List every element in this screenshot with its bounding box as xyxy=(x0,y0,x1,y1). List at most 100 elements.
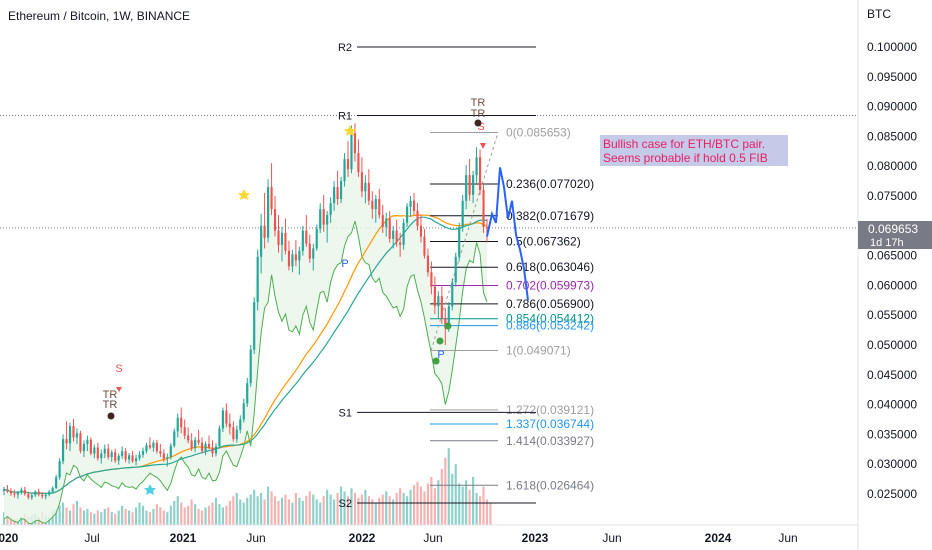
volume-bar xyxy=(61,502,65,525)
volume-bar xyxy=(221,507,224,525)
volume-bar xyxy=(6,515,9,525)
volume-bar xyxy=(336,493,339,525)
candle-body xyxy=(124,451,127,460)
candle-body xyxy=(16,492,19,495)
signal-dot xyxy=(444,322,452,330)
candle-body xyxy=(221,410,224,429)
candle-body xyxy=(155,442,158,452)
candle-body xyxy=(458,226,461,257)
signal-dot xyxy=(436,337,444,345)
volume-bar xyxy=(326,489,329,525)
volume-bar xyxy=(461,486,464,525)
candle-body xyxy=(273,209,277,231)
candle-body xyxy=(246,383,249,404)
candle-body xyxy=(346,159,350,170)
candle-body xyxy=(131,455,134,462)
signal-down-arrow xyxy=(116,387,122,392)
price-tick-label: 0.050000 xyxy=(867,338,917,352)
candle-body xyxy=(107,448,110,458)
candle-body xyxy=(204,443,207,452)
time-tick-label: Jun xyxy=(602,531,621,545)
signal-sell-label: S xyxy=(115,363,122,375)
fib-level-label: 0.702(0.059973) xyxy=(506,279,594,293)
candle-body xyxy=(48,491,51,495)
volume-bar xyxy=(454,464,457,525)
candle-body xyxy=(86,439,89,444)
star-icon xyxy=(238,189,250,200)
candle-body xyxy=(419,225,423,237)
volume-bar xyxy=(152,509,155,525)
candle-body xyxy=(454,256,457,283)
candle-body xyxy=(402,222,405,245)
candle-body xyxy=(79,433,82,452)
fib-level-label: 0.382(0.071679) xyxy=(506,209,594,223)
candle-body xyxy=(336,187,339,199)
candle-body xyxy=(51,488,54,492)
volume-bar xyxy=(72,504,75,525)
volume-bar xyxy=(194,504,197,525)
candle-body xyxy=(197,439,200,443)
volume-bar xyxy=(423,491,426,525)
candle-body xyxy=(20,489,23,493)
volume-bar xyxy=(246,497,249,525)
candle-body xyxy=(249,349,252,384)
candle-body xyxy=(75,433,79,438)
candle-body xyxy=(61,439,65,462)
candle-body xyxy=(305,230,308,244)
volume-bar xyxy=(141,505,145,525)
pivot-level-label: S2 xyxy=(339,498,352,510)
candle-body xyxy=(291,254,294,267)
time-axis[interactable]: 2020 Jul 2021 Jun 2022 Jun 2023 Jun 2024 Jun xyxy=(0,524,858,545)
fib-level-label: 0.5(0.067362) xyxy=(506,235,581,249)
pivot-level-label: R2 xyxy=(338,42,352,54)
candle-body xyxy=(96,447,99,459)
candle-body xyxy=(239,419,242,430)
fib-level-label: 1.414(0.033927) xyxy=(506,434,594,448)
candle-body xyxy=(232,427,235,440)
signal-dot xyxy=(432,357,440,365)
volume-bar xyxy=(183,507,186,525)
annotation-note[interactable]: Bullish case for ETH/BTC pair. Seems pro… xyxy=(600,135,788,166)
signal-dot xyxy=(107,412,115,420)
volume-bar xyxy=(155,504,158,525)
candle-body xyxy=(37,491,40,495)
volume-bar xyxy=(367,496,370,525)
price-axis[interactable]: 0.100000 0.095000 0.090000 0.085000 0.080000… xyxy=(857,0,917,550)
volume-bar xyxy=(308,491,311,525)
volume-bar xyxy=(55,509,58,525)
volume-bar xyxy=(68,510,72,525)
volume-bar xyxy=(242,502,245,525)
volume-bar xyxy=(253,489,256,525)
candle-body xyxy=(141,451,145,455)
signal-sell-label: S xyxy=(477,121,484,133)
volume-bar xyxy=(58,505,61,525)
volume-bar xyxy=(148,512,152,525)
candlesticks xyxy=(2,123,489,500)
volume-bar xyxy=(451,473,454,525)
volume-bar xyxy=(294,493,297,525)
candle-body xyxy=(65,439,68,444)
candle-body xyxy=(23,489,26,494)
candle-body xyxy=(211,447,214,454)
volume-bar xyxy=(114,513,117,525)
volume-bar xyxy=(159,507,162,525)
volume-bar xyxy=(82,510,85,525)
candle-body xyxy=(58,461,61,478)
candle-body xyxy=(93,447,96,454)
fib-level-label: 0.236(0.077020) xyxy=(506,177,594,191)
volume-bar xyxy=(75,501,79,525)
volume-bar xyxy=(319,502,322,525)
volume-bar xyxy=(360,494,363,525)
volume-bar xyxy=(128,510,131,525)
volume-bar xyxy=(339,486,343,525)
volume-bar xyxy=(260,493,263,525)
volume-bar xyxy=(218,504,221,525)
candle-body xyxy=(253,302,256,350)
candle-body xyxy=(395,230,398,243)
annotation-line-1: Bullish case for ETH/BTC pair. xyxy=(603,137,765,151)
volume-bar xyxy=(447,448,450,525)
volume-bar xyxy=(409,489,412,525)
signal-tr-label: TR xyxy=(471,97,486,109)
volume-bar xyxy=(343,491,346,525)
candle-body xyxy=(482,190,485,227)
